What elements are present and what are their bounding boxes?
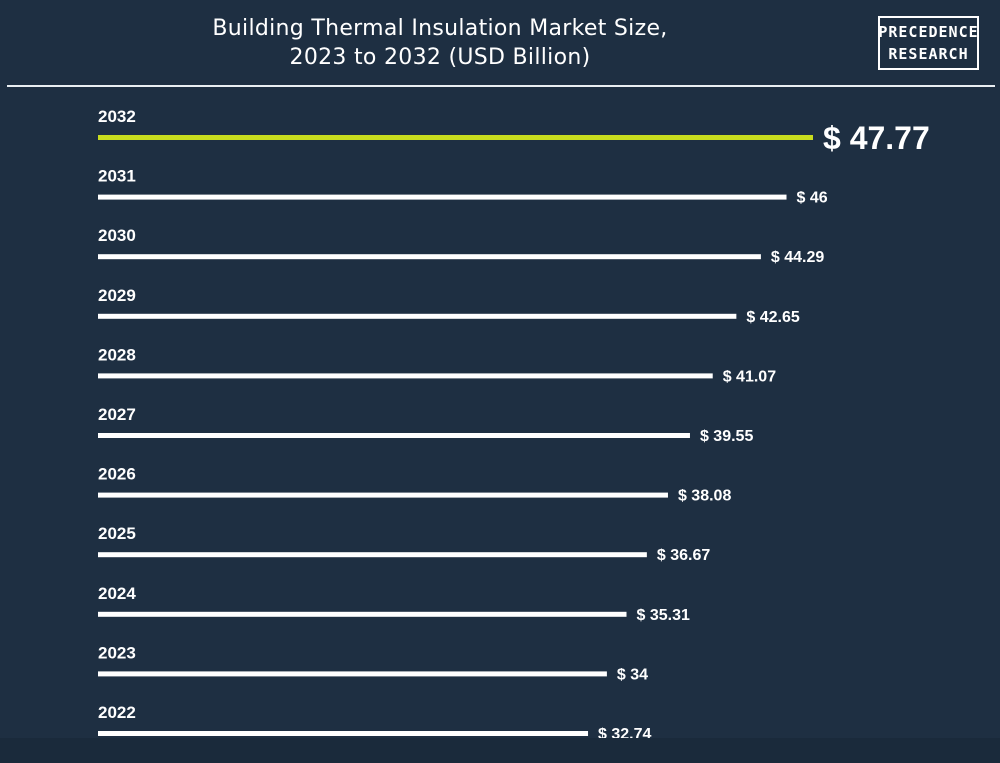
bottom-band [0,738,1000,763]
bar-2024 [98,611,627,617]
logo-line-2: RESEARCH [888,45,969,63]
logo-line-1: PRECEDENCE [878,23,979,41]
value-label-2023: $ 34 [617,666,648,683]
category-label-2030: 2030 [98,226,136,245]
bar-2030 [98,254,761,260]
value-label-2024: $ 35.31 [637,607,690,624]
category-label-2032: 2032 [98,107,136,126]
chart-title-line-2: 2023 to 2032 (USD Billion) [289,45,591,70]
chart-title-line-1: Building Thermal Insulation Market Size, [212,16,668,41]
brand-logo: PRECEDENCE RESEARCH [878,16,979,70]
bar-2032 [98,135,813,140]
bar-2023 [98,671,607,677]
value-label-2027: $ 39.55 [700,428,753,445]
category-label-2028: 2028 [98,345,136,364]
bar-2031 [98,194,787,200]
header-divider [7,85,995,87]
chart-title: Building Thermal Insulation Market Size,… [0,14,880,72]
value-label-2030: $ 44.29 [771,249,824,266]
value-label-2026: $ 38.08 [678,488,731,505]
bar-2028 [98,373,713,379]
category-label-2027: 2027 [98,405,136,424]
bar-2027 [98,433,690,438]
category-label-2029: 2029 [98,286,136,305]
value-label-2029: $ 42.65 [746,309,799,326]
category-label-2031: 2031 [98,167,136,186]
value-label-2028: $ 41.07 [723,368,776,385]
category-label-2024: 2024 [98,584,136,603]
category-label-2026: 2026 [98,465,136,484]
category-label-2022: 2022 [98,703,136,722]
category-label-2023: 2023 [98,643,136,662]
bar-2025 [98,552,647,558]
bar-2022 [98,731,589,736]
bar-2029 [98,313,737,319]
category-label-2025: 2025 [98,524,136,543]
value-label-2032: $ 47.77 [823,120,930,156]
value-label-2025: $ 36.67 [657,547,710,564]
bar-2026 [98,492,668,498]
value-label-2031: $ 46 [797,190,828,207]
